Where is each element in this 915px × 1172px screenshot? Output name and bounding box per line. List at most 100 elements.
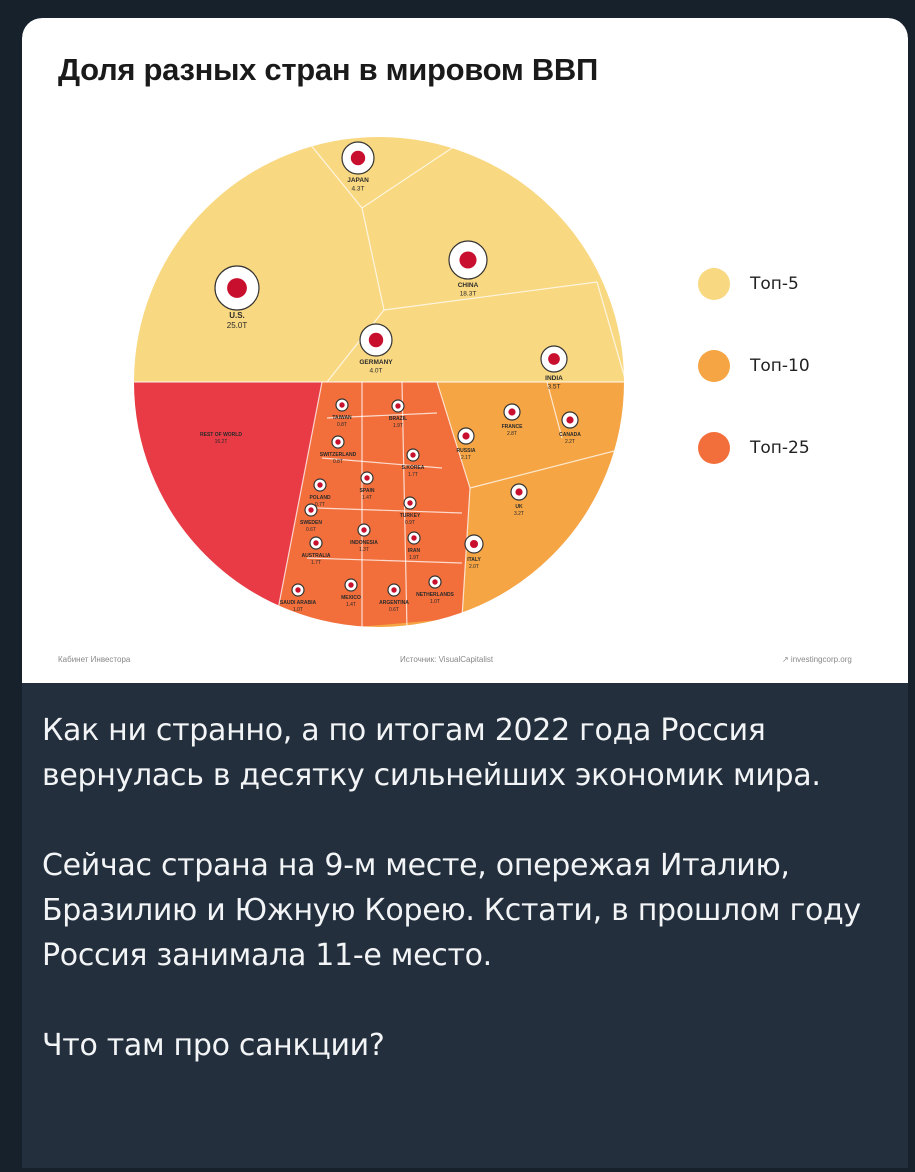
cell-country-label: CANADA: [559, 432, 581, 438]
cell-country-label: SPAIN: [360, 488, 375, 494]
infographic-image[interactable]: Доля разных стран в мировом ВВП U.S. 25.0…: [22, 18, 908, 683]
cell-border: [326, 412, 438, 419]
legend-swatch-top5: [698, 268, 730, 300]
cell-value-label: 4.0T: [369, 368, 382, 375]
cell-border: [273, 381, 323, 628]
cell-country-label: AUSTRALIA: [302, 553, 331, 559]
cell-value-label: 1.9T: [409, 555, 419, 561]
cell-japan: JAPAN 4.3T: [341, 141, 375, 193]
cell-country-label: MEXICO: [341, 595, 361, 601]
voronoi-pie-chart: U.S.25.0T JAPAN 4.3T CHINA 18.3T GERMANY 4.0T I…: [132, 135, 626, 629]
cell-border: [383, 281, 598, 311]
cell-border: [321, 457, 443, 469]
legend-label-top10: Топ-10: [750, 356, 810, 376]
message-paragraph: Как ни странно, а по итогам 2022 года Ро…: [42, 713, 821, 793]
cell-country-label: FRANCE: [502, 424, 523, 430]
cell-border: [596, 281, 625, 383]
cell-country-label: INDONESIA: [350, 540, 378, 546]
cell-country-label: ARGENTINA: [379, 600, 409, 606]
cell-value-label: 25.0T: [227, 321, 248, 330]
cell-value-label: 1.3T: [359, 547, 369, 553]
cell-value-label: 1.7T: [311, 560, 321, 566]
message-paragraph: Что там про санкции?: [42, 1028, 385, 1063]
cell-value-label: 0.6T: [389, 607, 399, 613]
message-paragraph: Сейчас страна на 9-м месте, опережая Ита…: [42, 848, 861, 973]
cell-value-label: 1.9T: [393, 423, 403, 429]
footer-author: Кабинет Инвестора: [58, 655, 131, 664]
legend-label-top5: Топ-5: [750, 274, 799, 294]
cell-value-label: 2.1T: [461, 455, 471, 461]
cell-border: [306, 557, 463, 564]
cell-value-label: 4.3T: [351, 186, 364, 193]
cell-value-label: 1.7T: [408, 472, 418, 478]
cell-country-label: ITALY: [467, 557, 481, 563]
legend-swatch-top25: [698, 432, 730, 464]
cell-u-s-: U.S.25.0T: [214, 265, 260, 330]
cell-country-label: S.KOREA: [402, 465, 425, 471]
cell-value-label: 2.8T: [507, 431, 517, 437]
footer-source: Источник: VisualCapitalist: [400, 655, 494, 664]
cell-value-label: 0.8T: [337, 422, 347, 428]
chart-title: Доля разных стран в мировом ВВП: [58, 52, 598, 87]
cell-country-label: POLAND: [309, 495, 331, 501]
cell-country-label: SWITZERLAND: [320, 452, 357, 458]
cell-country-label: UK: [515, 504, 523, 510]
cell-germany: GERMANY 4.0T: [359, 323, 393, 375]
cell-country-label: TURKEY: [400, 513, 421, 519]
cell-border: [316, 507, 463, 514]
cell-country-label: TAIWAN: [332, 415, 352, 421]
cell-value-label: 1.4T: [346, 602, 356, 608]
cell-border: [461, 487, 471, 619]
cell-china: CHINA 18.3T: [448, 240, 488, 298]
cell-value-label: 0.8T: [333, 459, 343, 465]
cell-country-label: INDIA: [545, 375, 563, 382]
legend-swatch-top10: [698, 350, 730, 382]
cell-country-label: JAPAN: [347, 177, 369, 184]
cell-value-label: 0.6T: [306, 527, 316, 533]
cell-value-label: 3.2T: [514, 511, 524, 517]
cell-country-label: SAUDI ARABIA: [280, 600, 317, 606]
cell-country-label: GERMANY: [359, 359, 393, 366]
cell-value-label: 1.0T: [430, 599, 440, 605]
cell-value-label: 1.0T: [293, 607, 303, 613]
cell-border: [546, 381, 563, 439]
cell-value-label: 16.2T: [215, 439, 228, 445]
footer-link[interactable]: ↗ investingcorp.org: [782, 655, 852, 664]
region-top25: [272, 382, 470, 628]
cell-value-label: 18.3T: [460, 291, 477, 298]
cell-country-label: IRAN: [408, 548, 421, 554]
cell-value-label: 0.7T: [315, 502, 325, 508]
cell-value-label: 3.5T: [547, 384, 560, 391]
cell-value-label: 1.4T: [362, 495, 372, 501]
cell-value-label: 2.2T: [565, 439, 575, 445]
cell-country-label: U.S.: [229, 311, 245, 320]
cell-country-label: NETHERLANDS: [416, 592, 454, 598]
cell-country-label: CHINA: [458, 282, 479, 289]
cell-country-label: REST OF WORLD: [200, 432, 242, 438]
cell-border: [361, 207, 385, 311]
pie-outline: [132, 135, 626, 629]
cell-value-label: 2.0T: [469, 564, 479, 570]
cell-country-label: RUSSIA: [457, 448, 476, 454]
legend-label-top25: Топ-25: [750, 438, 810, 458]
message-text: Как ни странно, а по итогам 2022 года Ро…: [42, 708, 892, 1068]
